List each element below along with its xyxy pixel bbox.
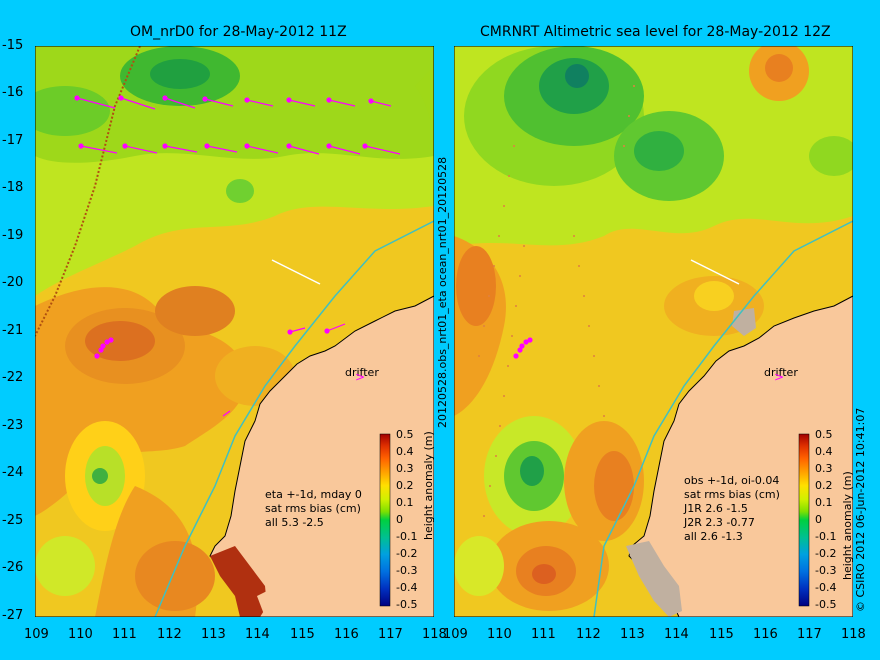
right-altimeter-tracks: [478, 85, 635, 517]
svg-text:all 5.3 -2.5: all 5.3 -2.5: [265, 516, 324, 529]
svg-text:J2R 2.3 -0.77: J2R 2.3 -0.77: [683, 516, 755, 529]
svg-text:J1R 2.6 -1.5: J1R 2.6 -1.5: [683, 502, 748, 515]
left-cyan-track: [154, 220, 434, 617]
right-cyan-track: [593, 220, 853, 617]
right-stats: obs +-1d, oi-0.04 sat rms bias (cm) J1R …: [683, 474, 780, 543]
right-map: drifter > obs +-1d, oi-0.04 sat rms bias…: [454, 46, 853, 617]
svg-text:obs +-1d, oi-0.04: obs +-1d, oi-0.04: [684, 474, 779, 487]
right-drifter-label: drifter: [764, 366, 798, 379]
svg-text:>: >: [355, 370, 365, 384]
svg-text:eta +-1d, mday 0: eta +-1d, mday 0: [265, 488, 362, 501]
left-colorbar: [379, 433, 391, 607]
credit-label: © CSIRO 2012 06-Jun-2012 10:41:07: [854, 407, 867, 612]
right-lon-ticks: 109 110 111 112 113 114 115 116 117 118: [443, 627, 866, 642]
right-colorbar: [798, 433, 810, 607]
middle-vertical-label: 20120528.obs_nrt01_eta ocean_nrt01_20120…: [436, 156, 449, 428]
right-map-title: CMRNRT Altimetric sea level for 28-May-2…: [480, 24, 831, 40]
left-stats: eta +-1d, mday 0 sat rms bias (cm) all 5…: [265, 488, 362, 529]
svg-text:sat rms bias (cm): sat rms bias (cm): [684, 488, 780, 501]
left-anomaly-field: [35, 46, 434, 617]
left-drifter-label: drifter: [345, 366, 379, 379]
left-map: drifter > eta +-1d, mday 0 sat rms bias …: [35, 46, 434, 617]
left-map-title: OM_nrD0 for 28-May-2012 11Z: [130, 24, 347, 40]
right-anomaly-field: [454, 46, 853, 611]
right-colorbar-label: height anomaly (m): [841, 471, 854, 580]
left-velocity-arrows: [74, 95, 401, 417]
left-colorbar-label: height anomaly (m): [422, 431, 435, 540]
svg-text:sat rms bias (cm): sat rms bias (cm): [265, 502, 361, 515]
svg-text:all 2.6 -1.3: all 2.6 -1.3: [684, 530, 743, 543]
left-lon-ticks: 109 110 111 112 113 114 115 116 117 118: [24, 627, 447, 642]
svg-text:>: >: [774, 370, 784, 384]
